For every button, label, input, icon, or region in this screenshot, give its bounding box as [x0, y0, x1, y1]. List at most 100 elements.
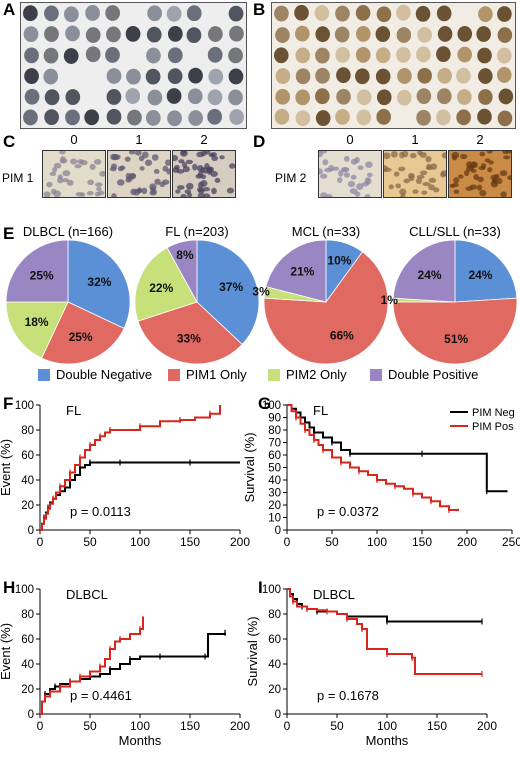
- ihc-cell: [59, 149, 66, 155]
- tma-core: [207, 46, 223, 63]
- ihc-cell: [134, 150, 142, 156]
- ihc-cell: [350, 174, 357, 180]
- pie-slice-double-positive: [265, 239, 327, 303]
- ihc-cell: [176, 185, 185, 190]
- ihc-cell: [87, 179, 95, 186]
- y-axis-label: Survival (%): [245, 616, 260, 686]
- ihc-cell: [502, 148, 510, 155]
- ihc-cell: [60, 156, 66, 163]
- ihc-cell: [153, 168, 160, 174]
- ihc-cell: [365, 161, 373, 168]
- km-curve-pos: [287, 404, 459, 511]
- y-tick-label: 40: [21, 475, 34, 487]
- tma-core: [166, 5, 182, 22]
- tma-core: [478, 68, 493, 85]
- ihc-cell: [440, 170, 448, 177]
- ihc-cell: [200, 179, 208, 187]
- ihc-cell: [465, 186, 474, 191]
- ihc-cell: [110, 163, 118, 170]
- tma-core: [84, 109, 100, 126]
- pie-slice-pim2-only: [134, 247, 198, 322]
- ihc-cell: [477, 176, 484, 183]
- ihc-cell: [66, 179, 74, 186]
- ihc-cell: [53, 190, 62, 198]
- grade-label-pim2-2: 2: [476, 132, 484, 147]
- ihc-cell: [458, 174, 464, 179]
- ihc-cell: [210, 170, 218, 177]
- ihc-cell: [62, 170, 71, 177]
- y-tick-label: 80: [268, 425, 281, 437]
- pie-slice-double-negative: [454, 239, 518, 303]
- ihc-cell: [139, 166, 145, 171]
- x-tick-label: 100: [130, 719, 150, 733]
- ihc-cell: [94, 182, 103, 187]
- tma-core: [397, 89, 412, 106]
- tma-core: [43, 47, 59, 64]
- legend-label-double-negative: Double Negative: [56, 367, 153, 382]
- tma-core: [145, 110, 161, 126]
- ihc-cell: [366, 172, 373, 178]
- ihc-cell: [46, 181, 53, 188]
- y-tick-label: 40: [268, 659, 281, 671]
- km-curve-pos: [287, 588, 482, 675]
- ihc-cell: [185, 182, 194, 190]
- ihc-cell: [185, 159, 193, 165]
- km-curve-neg: [40, 632, 226, 715]
- p-value: p = 0.4461: [70, 688, 132, 703]
- x-tick-label: 200: [477, 719, 497, 733]
- y-tick-label: 60: [268, 450, 281, 462]
- ihc-cell: [453, 177, 460, 184]
- ihc-cell: [493, 174, 500, 179]
- ihc-cell: [428, 177, 437, 183]
- tma-core: [64, 6, 79, 23]
- pie-label-pim2-only: 18%: [25, 315, 49, 329]
- x-tick-label: 200: [230, 535, 250, 549]
- ihc-cell: [403, 178, 411, 184]
- tma-core: [23, 5, 38, 22]
- y-tick-label: 60: [268, 634, 281, 646]
- ihc-cell: [343, 172, 351, 178]
- ihc-pim2-grade2: [448, 148, 514, 198]
- tma-core: [376, 6, 392, 23]
- ihc-cell: [195, 173, 203, 179]
- ihc-cell: [476, 184, 483, 191]
- tma-core: [274, 108, 290, 125]
- ihc-cell: [116, 179, 125, 186]
- tma-core: [315, 47, 330, 64]
- ihc-cell: [149, 190, 157, 196]
- km-plot-1: 0 50 100 150 200 2500102030405060708090100Sur…: [242, 400, 520, 549]
- grade-label-pim2-0: 0: [346, 132, 354, 147]
- ihc-cell: [409, 152, 417, 159]
- ihc-cell: [460, 153, 468, 160]
- legend-swatch-double-negative: [38, 368, 50, 381]
- ihc-cell: [382, 152, 391, 160]
- grade-label-pim1-2: 2: [200, 132, 208, 147]
- tma-core: [457, 25, 473, 42]
- x-tick-label: 0: [37, 535, 44, 549]
- pie-label-pim2-only: 3%: [252, 285, 270, 299]
- ihc-cell: [490, 180, 499, 188]
- x-tick-label: 50: [330, 719, 344, 733]
- panel-label-h: H: [3, 578, 16, 597]
- tma-core: [477, 47, 492, 64]
- km-title: DLBCL: [66, 587, 108, 602]
- pie-slice-pim1-only: [41, 301, 125, 365]
- ihc-cell: [357, 165, 364, 171]
- ihc-cell: [53, 162, 62, 169]
- ihc-cell: [174, 164, 180, 170]
- ihc-cell: [219, 155, 225, 160]
- ihc-cell: [473, 174, 479, 180]
- pie-label-pim1-only: 51%: [444, 332, 468, 346]
- y-tick-label: 90: [268, 413, 281, 425]
- tma-core: [106, 108, 122, 125]
- ihc-cell: [416, 174, 425, 179]
- x-tick-label: 0: [284, 719, 291, 733]
- tma-core: [188, 67, 203, 84]
- ihc-cell: [187, 192, 193, 198]
- y-tick-label: 80: [21, 609, 34, 621]
- y-tick-label: 100: [15, 400, 34, 412]
- km-plot-0: 0 50 100 150 200 0 20 40 60 80 100 Event (%) FL p = 0…: [0, 400, 250, 549]
- ihc-cell: [426, 163, 432, 170]
- ihc-cell: [162, 165, 169, 172]
